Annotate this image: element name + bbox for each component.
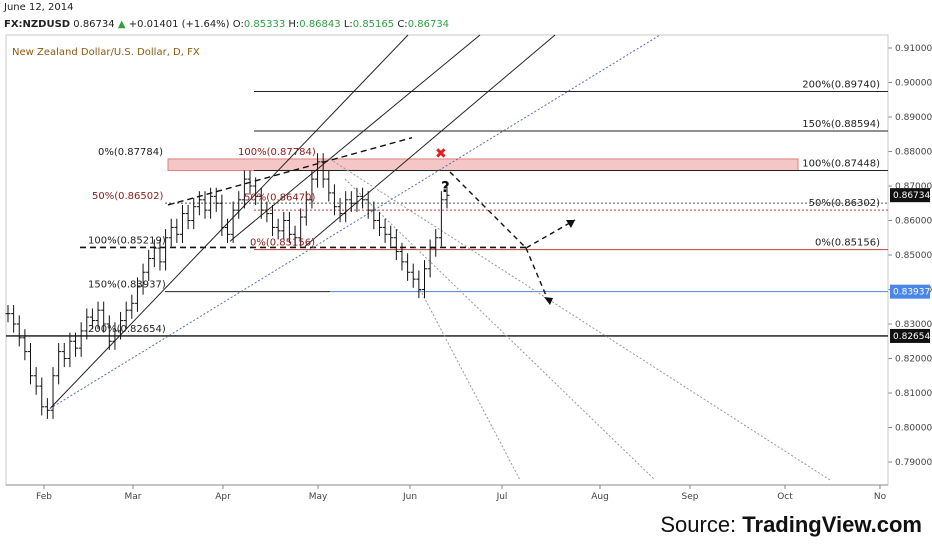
projection-path-up: [449, 171, 576, 249]
y-tick-label: 0.87000: [895, 182, 932, 192]
fib-level-label: 0%(0.85156): [815, 238, 880, 249]
high-label: H:: [288, 19, 300, 30]
chart-labels: 0.91000 0.90000 0.89000 0.88000 0.87000 0.860…: [36, 44, 932, 502]
fib-level-label: 150%(0.88594): [802, 119, 880, 130]
chart-title: New Zealand Dollar/U.S. Dollar, D, FX: [12, 47, 200, 58]
fib-level-label: 150%(0.83937): [88, 280, 166, 291]
x-tick-label: Mar: [125, 492, 142, 502]
price-tag-bg: [890, 188, 930, 203]
fib-level-label: 200%(0.82654): [88, 324, 166, 335]
x-tick-label: Jul: [496, 492, 508, 502]
high-value: 0.86843: [299, 19, 341, 30]
x-tick-label: Oct: [777, 492, 793, 502]
x-tick-label: Jun: [402, 492, 417, 502]
price-tag-label: 0.83937: [893, 288, 930, 298]
chart-frame: [5, 34, 889, 486]
pitchfork-line: [304, 34, 556, 247]
price-tag-label: 0.82654: [893, 332, 930, 342]
cross-icon: ✖: [435, 146, 447, 162]
price-bars: [5, 153, 450, 419]
arrowhead-icon: [544, 297, 553, 305]
x-tick-label: Feb: [36, 492, 52, 502]
y-tick-label: 0.85000: [895, 251, 932, 261]
open-label: O:: [232, 19, 244, 30]
chart-drawings: ✖: [6, 34, 888, 481]
fib-level-label: 50%(0.86302): [809, 198, 880, 209]
fib-level-label: 50%(0.86502): [92, 191, 163, 202]
fib-level-label: 100%(0.85219): [88, 235, 166, 246]
y-tick-label: 0.79000: [895, 458, 932, 468]
plot-frame: [5, 34, 889, 486]
y-tick-label: 0.88000: [895, 148, 932, 158]
low-label: L:: [343, 19, 353, 30]
close-value: 0.86734: [407, 19, 450, 30]
pitchfork-median: [49, 34, 661, 409]
x-tick-label: No: [874, 492, 887, 502]
fib-level-label: 100%(0.87448): [802, 159, 880, 170]
y-tick-label: 0.91000: [895, 44, 932, 54]
chart-date: June 12, 2014: [4, 2, 74, 13]
x-tick-label: May: [309, 492, 328, 502]
last-price: 0.86734: [73, 19, 115, 30]
up-arrow-icon: ▲: [117, 19, 126, 30]
chart-grid: [43, 47, 892, 489]
open-value: 0.85333: [243, 19, 286, 30]
y-tick-label: 0.86000: [895, 217, 932, 227]
x-tick-label: Apr: [215, 492, 231, 502]
low-value: 0.85165: [352, 19, 395, 30]
down-channel-line: [419, 289, 521, 481]
x-tick-label: Aug: [591, 492, 609, 502]
source-credit: Source: TradingView.com: [660, 512, 922, 538]
y-tick-label: 0.82000: [895, 355, 932, 365]
source-prefix: Source:: [660, 512, 743, 537]
y-tick-label: 0.90000: [895, 79, 932, 89]
y-tick-label: 0.80000: [895, 424, 932, 434]
arrowhead-icon: [566, 220, 575, 228]
projection-path-down: [525, 247, 551, 306]
fib-level-label: 0%(0.87784): [98, 147, 163, 158]
down-channel-line: [329, 158, 831, 481]
close-label: C:: [397, 19, 408, 30]
fib-level-label: 0%(0.85156): [250, 238, 315, 249]
y-tick-label: 0.83000: [895, 320, 932, 330]
quote-line: FX:NZDUSD 0.86734 ▲ +0.01401 (+1.64%) O:…: [4, 19, 449, 30]
fib-level-label: 100%(0.87784): [238, 147, 316, 158]
y-tick-label: 0.81000: [895, 389, 932, 399]
price-tag-bg: [890, 328, 930, 343]
symbol[interactable]: FX:NZDUSD: [4, 19, 71, 30]
pitchfork-line: [229, 34, 481, 242]
fib-level-label: 200%(0.89740): [802, 79, 880, 90]
source-brand: TradingView.com: [742, 512, 922, 537]
down-channel-line: [344, 178, 656, 481]
price-change: +0.01401 (+1.64%): [128, 19, 230, 30]
fib-level-label: 50%(0.86470): [244, 192, 315, 203]
y-tick-label: 0.89000: [895, 113, 932, 123]
price-tag-bg: [890, 284, 930, 299]
question-annotation: ?: [441, 178, 450, 196]
resistance-zone: [167, 158, 799, 172]
price-tag-label: 0.86734: [893, 191, 930, 201]
x-tick-label: Sep: [682, 492, 699, 502]
upper-trendline: [167, 137, 413, 206]
